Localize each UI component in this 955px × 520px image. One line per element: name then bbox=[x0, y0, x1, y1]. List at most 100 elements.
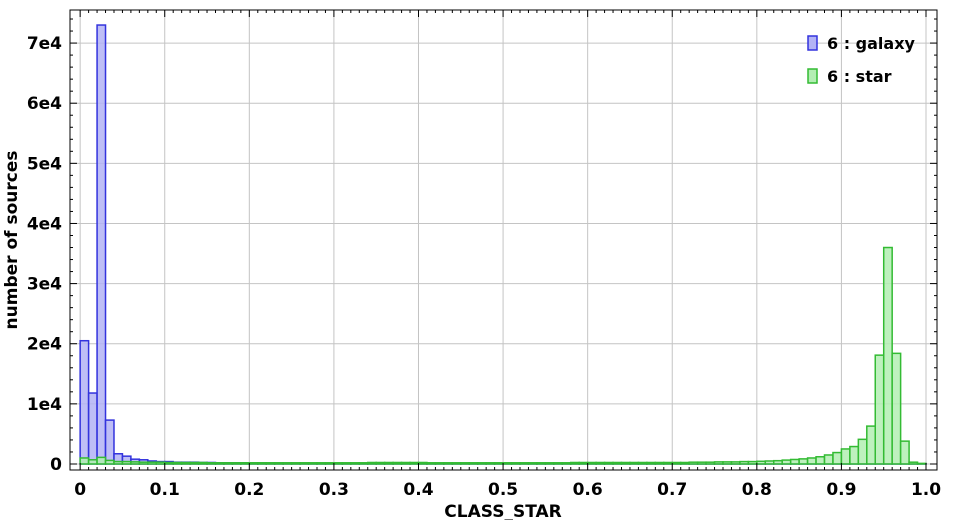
bar bbox=[595, 461, 606, 465]
bar bbox=[155, 461, 166, 465]
bar bbox=[417, 461, 428, 465]
legend-label: 6 : star bbox=[827, 67, 892, 86]
bar bbox=[163, 461, 174, 465]
bar bbox=[282, 462, 293, 465]
bar bbox=[324, 462, 335, 465]
bar bbox=[756, 460, 767, 465]
bar bbox=[426, 462, 437, 465]
bar bbox=[409, 461, 420, 465]
bar bbox=[383, 461, 394, 465]
x-tick-label: 0.1 bbox=[150, 480, 180, 500]
bar bbox=[434, 462, 445, 465]
bar bbox=[468, 462, 479, 465]
bar bbox=[849, 445, 860, 465]
bar bbox=[307, 462, 318, 465]
bar bbox=[713, 461, 724, 465]
bar bbox=[130, 461, 141, 465]
bar bbox=[366, 461, 377, 465]
bar bbox=[536, 462, 547, 465]
bar bbox=[908, 461, 919, 465]
series-1 bbox=[79, 246, 927, 465]
bar bbox=[806, 457, 817, 465]
legend: 6 : galaxy 6 : star bbox=[807, 34, 916, 86]
bar bbox=[180, 461, 191, 465]
legend-label: 6 : galaxy bbox=[827, 34, 916, 53]
bar bbox=[87, 392, 98, 465]
bar bbox=[544, 462, 555, 465]
bar bbox=[747, 460, 758, 465]
bar bbox=[121, 460, 132, 465]
bar bbox=[460, 462, 470, 465]
tick-marks bbox=[70, 10, 937, 470]
bar bbox=[519, 462, 530, 465]
grid bbox=[70, 10, 937, 470]
bar bbox=[400, 461, 411, 465]
bar bbox=[798, 458, 809, 465]
bar bbox=[586, 461, 597, 465]
bar bbox=[257, 462, 267, 465]
bar bbox=[646, 461, 657, 465]
x-tick-label: 0.2 bbox=[234, 480, 264, 500]
y-tick-label: 2e4 bbox=[27, 335, 62, 355]
x-tick-label: 0.8 bbox=[742, 480, 772, 500]
y-tick-label: 4e4 bbox=[27, 214, 62, 234]
bar bbox=[223, 462, 234, 465]
bar bbox=[696, 461, 707, 465]
bar bbox=[96, 24, 107, 465]
x-tick-label: 0.6 bbox=[573, 480, 603, 500]
y-tick-label: 1e4 bbox=[27, 395, 62, 415]
y-axis-label: number of sources bbox=[2, 151, 22, 330]
x-tick-label: 0 bbox=[74, 480, 86, 500]
bar bbox=[916, 462, 927, 465]
bar bbox=[823, 454, 834, 465]
bar bbox=[764, 460, 775, 465]
bar bbox=[79, 457, 90, 465]
bar bbox=[722, 461, 733, 465]
y-tick-label: 5e4 bbox=[27, 154, 62, 174]
bar bbox=[857, 438, 868, 465]
bar bbox=[561, 462, 572, 465]
x-tick-label: 1.0 bbox=[911, 480, 941, 500]
bar bbox=[882, 246, 893, 465]
x-tick-label: 0.3 bbox=[319, 480, 349, 500]
bar bbox=[510, 462, 521, 465]
bar bbox=[874, 354, 885, 465]
bar bbox=[341, 462, 352, 465]
bar bbox=[290, 462, 301, 465]
bar bbox=[358, 462, 369, 465]
bar bbox=[240, 462, 251, 465]
bar bbox=[866, 425, 877, 465]
bar bbox=[553, 462, 564, 465]
bar bbox=[527, 462, 538, 465]
x-tick-label: 0.5 bbox=[488, 480, 518, 500]
bar bbox=[654, 461, 665, 465]
y-tick-label: 3e4 bbox=[27, 275, 62, 295]
bar bbox=[629, 461, 640, 465]
bar bbox=[172, 461, 183, 465]
bar bbox=[493, 462, 504, 465]
bar bbox=[79, 339, 90, 465]
bar bbox=[739, 460, 750, 465]
x-tick-label: 0.7 bbox=[657, 480, 687, 500]
bar bbox=[197, 461, 208, 465]
bar bbox=[637, 461, 648, 465]
bar bbox=[502, 462, 513, 465]
bar bbox=[104, 419, 115, 465]
bar bbox=[138, 461, 149, 465]
bar bbox=[316, 462, 327, 465]
bar bbox=[96, 456, 107, 465]
bar bbox=[781, 459, 792, 465]
bar bbox=[87, 459, 98, 465]
bar bbox=[333, 462, 344, 465]
bar bbox=[578, 461, 589, 465]
bar bbox=[375, 461, 386, 465]
legend-swatch bbox=[807, 68, 818, 84]
x-tick-labels: 0 0.1 0.2 0.3 0.4 0.5 0.6 0.7 0.8 0.9 1.0 bbox=[74, 480, 941, 500]
bar bbox=[273, 462, 284, 465]
bar bbox=[891, 352, 902, 465]
legend-swatch bbox=[807, 35, 818, 51]
bar bbox=[206, 462, 217, 465]
bar bbox=[248, 462, 259, 465]
bar bbox=[214, 462, 225, 465]
